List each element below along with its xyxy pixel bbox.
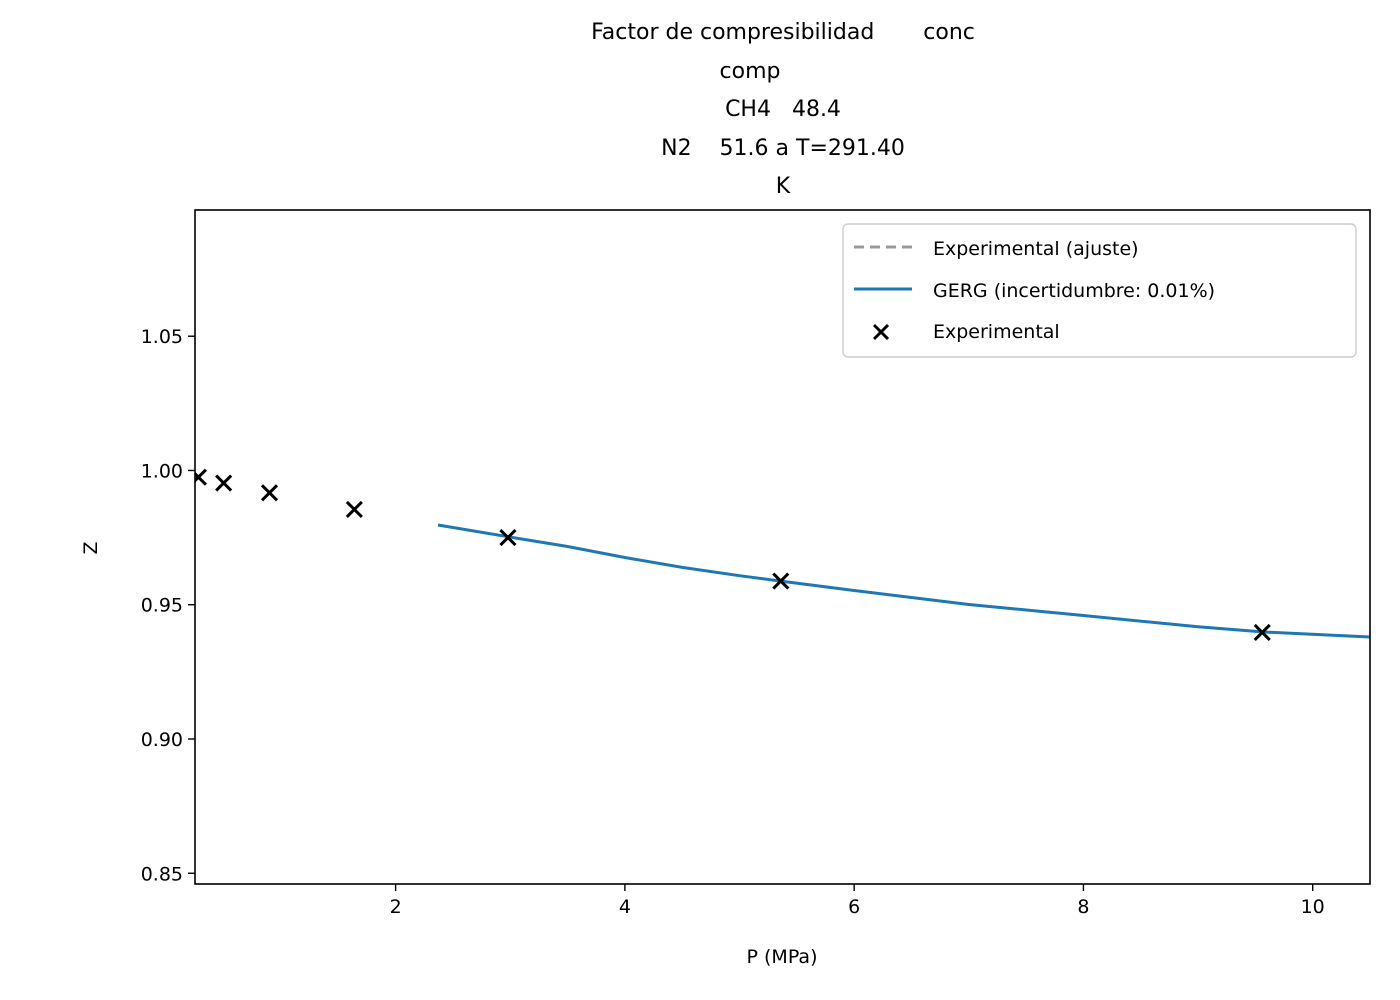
x-tick-label: 2 xyxy=(390,896,402,918)
y-tick-label: 1.00 xyxy=(141,460,183,482)
legend-label-experimental: Experimental xyxy=(933,321,1060,343)
legend-box xyxy=(842,223,1357,358)
legend-swatch-x-marker xyxy=(872,323,890,341)
experimental-point xyxy=(195,468,207,486)
legend: Experimental (ajuste) GERG (incertidumbr… xyxy=(842,223,1357,358)
experimental-point xyxy=(215,474,233,492)
title-line-5: K xyxy=(776,174,791,199)
x-tick-label: 4 xyxy=(619,896,631,918)
chart-title: Factor de compresibilidad conc comp CH4 … xyxy=(591,20,975,199)
plot-marks xyxy=(195,468,1370,641)
y-tick-label: 0.90 xyxy=(141,729,183,751)
experimental-point xyxy=(345,500,363,518)
x-tick-label: 10 xyxy=(1301,896,1325,918)
title-line-4: N2 51.6 a T=291.40 xyxy=(661,136,905,161)
x-tick-label: 6 xyxy=(848,896,860,918)
title-line-2: comp xyxy=(720,59,781,84)
title-line-3: CH4 48.4 xyxy=(725,97,841,122)
series-line-gerg xyxy=(437,523,1370,639)
legend-label-gerg: GERG (incertidumbre: 0.01%) xyxy=(933,280,1215,302)
title-line-1: Factor de compresibilidad conc xyxy=(591,20,975,45)
experimental-point xyxy=(260,484,279,502)
plot-area xyxy=(195,468,1370,641)
experimental-point xyxy=(772,572,790,590)
experimental-point xyxy=(499,529,517,547)
y-tick-label: 0.85 xyxy=(141,863,183,885)
x-axis-label: P (MPa) xyxy=(747,946,818,968)
y-tick-label: 0.95 xyxy=(141,595,183,617)
experimental-point xyxy=(1253,623,1271,641)
plot-frame xyxy=(194,209,1371,885)
y-tick-label: 1.05 xyxy=(141,326,183,348)
axes: 2 4 6 8 10 0.85 0.90 0.95 1.00 1.05 xyxy=(141,326,1325,918)
legend-label-ajuste: Experimental (ajuste) xyxy=(933,238,1139,260)
y-axis-label: Z xyxy=(80,541,102,554)
x-tick-label: 8 xyxy=(1077,896,1089,918)
